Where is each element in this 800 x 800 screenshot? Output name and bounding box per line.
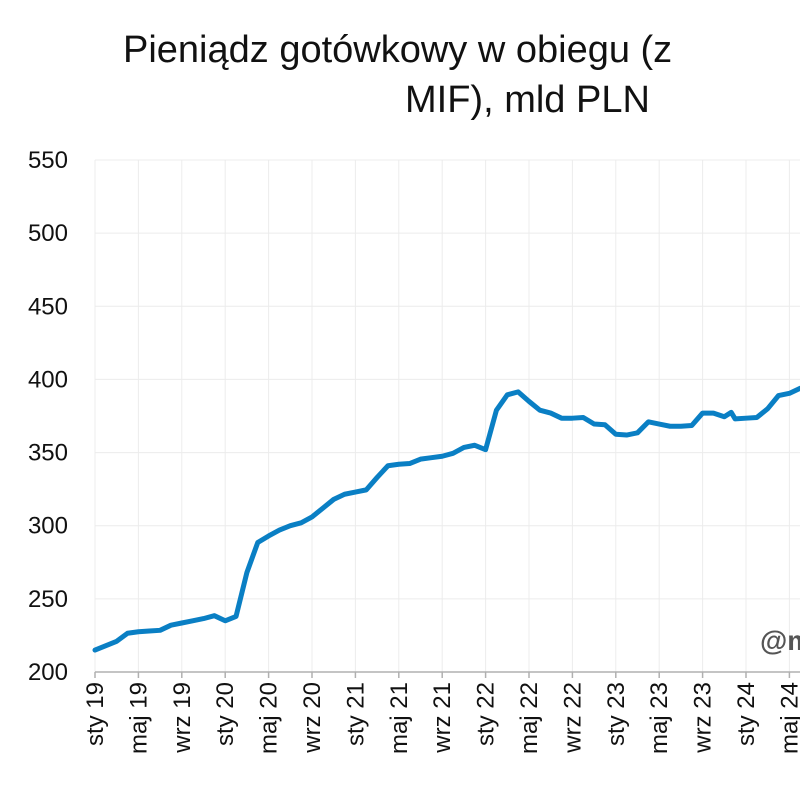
x-tick-label: maj 19 [125, 682, 152, 754]
y-tick-label: 450 [28, 293, 68, 320]
series [92, 385, 800, 653]
x-tick-label: maj 24 [776, 682, 800, 754]
x-tick-label: sty 20 [212, 682, 239, 746]
x-tick-label: sty 23 [603, 682, 630, 746]
chart-title-line-1: Pieniądz gotówkowy w obiegu (z [123, 29, 672, 71]
y-tick-label: 200 [28, 659, 68, 686]
y-tick-label: 550 [28, 147, 68, 174]
x-tick-label: sty 21 [342, 682, 369, 746]
chart-title-line-2: MIF), mld PLN [405, 79, 650, 121]
x-tick-label: maj 22 [516, 682, 543, 754]
x-tick-label: wrz 20 [299, 682, 326, 754]
x-tick-label: wrz 23 [690, 682, 717, 754]
x-tick-label: sty 19 [82, 682, 109, 746]
x-tick-label: maj 21 [386, 682, 413, 754]
x-tick-label: wrz 19 [169, 682, 196, 754]
x-tick-label: wrz 22 [559, 682, 586, 754]
y-tick-label: 350 [28, 440, 68, 467]
y-tick-label: 400 [28, 366, 68, 393]
axes [94, 671, 800, 678]
x-tick-label: maj 23 [646, 682, 673, 754]
y-tick-label: 250 [28, 586, 68, 613]
grid-lines [94, 159, 800, 673]
tick-labels: 200 250 300 350 400 450 500 550 sty 19 maj 19 wrz … [28, 147, 800, 754]
y-tick-label: 300 [28, 513, 68, 540]
x-tick-label: sty 22 [473, 682, 500, 746]
y-tick-label: 500 [28, 220, 68, 247]
x-tick-label: wrz 21 [429, 682, 456, 754]
watermark: @m [760, 625, 800, 656]
x-tick-label: maj 20 [256, 682, 283, 754]
x-tick-label: sty 24 [733, 682, 760, 746]
series-line [92, 385, 800, 653]
